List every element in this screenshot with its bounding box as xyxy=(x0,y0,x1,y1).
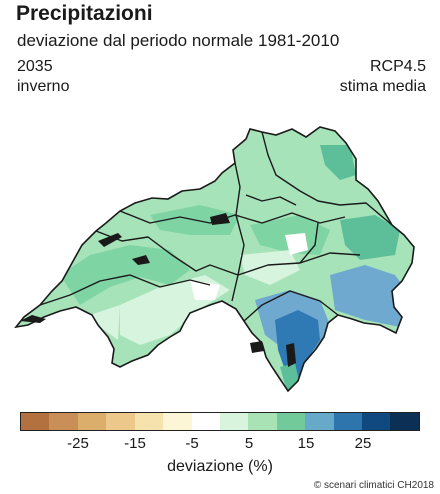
credit-text: © scenari climatici CH2018 xyxy=(313,480,434,491)
estimate-label: stima media xyxy=(339,78,426,95)
season-label: inverno xyxy=(17,78,70,95)
legend-swatch xyxy=(77,413,107,430)
color-legend xyxy=(20,412,420,431)
legend-swatch xyxy=(21,413,50,430)
legend-unit-label: deviazione (%) xyxy=(167,458,273,475)
legend-swatch xyxy=(49,413,78,430)
legend-swatch xyxy=(163,413,192,430)
legend-swatch xyxy=(276,413,306,430)
legend-swatch xyxy=(390,413,419,430)
legend-tick-label: 5 xyxy=(244,435,254,452)
legend-swatch xyxy=(219,413,249,430)
legend-swatch xyxy=(248,413,277,430)
legend-swatch xyxy=(191,413,220,430)
legend-swatch xyxy=(106,413,135,430)
legend-swatch xyxy=(333,413,363,430)
legend-tick-label: 15 xyxy=(297,435,315,452)
legend-tick-label: -25 xyxy=(67,435,89,452)
legend-tick-label: -15 xyxy=(124,435,146,452)
legend-swatch xyxy=(305,413,334,430)
scenario-label: RCP4.5 xyxy=(369,58,426,75)
chart-subtitle: deviazione dal periodo normale 1981-2010 xyxy=(17,31,340,50)
legend-swatch xyxy=(134,413,164,430)
year-label: 2035 xyxy=(17,58,53,75)
legend-tick-label: -5 xyxy=(185,435,199,452)
chart-title: Precipitazioni xyxy=(16,2,153,25)
switzerland-map xyxy=(14,126,415,393)
legend-swatch xyxy=(362,413,391,430)
legend-tick-label: 25 xyxy=(354,435,372,452)
